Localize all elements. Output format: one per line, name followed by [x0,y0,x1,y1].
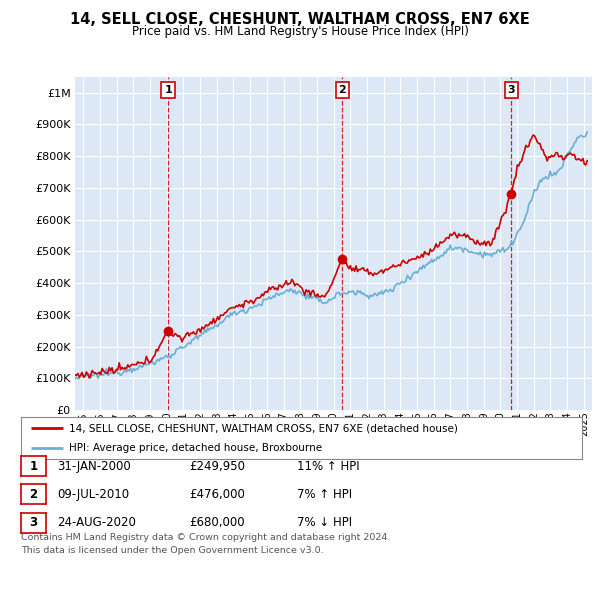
Text: £476,000: £476,000 [189,488,245,501]
Text: 11% ↑ HPI: 11% ↑ HPI [297,460,359,473]
Text: £249,950: £249,950 [189,460,245,473]
Text: Contains HM Land Registry data © Crown copyright and database right 2024.: Contains HM Land Registry data © Crown c… [21,533,391,542]
Text: This data is licensed under the Open Government Licence v3.0.: This data is licensed under the Open Gov… [21,546,323,555]
Text: 14, SELL CLOSE, CHESHUNT, WALTHAM CROSS, EN7 6XE: 14, SELL CLOSE, CHESHUNT, WALTHAM CROSS,… [70,12,530,27]
Text: 2: 2 [338,85,346,95]
Text: 7% ↑ HPI: 7% ↑ HPI [297,488,352,501]
Text: 2: 2 [29,488,38,501]
Text: £680,000: £680,000 [189,516,245,529]
Text: HPI: Average price, detached house, Broxbourne: HPI: Average price, detached house, Brox… [68,444,322,453]
Text: 1: 1 [29,460,38,473]
Text: 3: 3 [508,85,515,95]
Text: 09-JUL-2010: 09-JUL-2010 [57,488,129,501]
Text: 24-AUG-2020: 24-AUG-2020 [57,516,136,529]
Text: 31-JAN-2000: 31-JAN-2000 [57,460,131,473]
Text: 3: 3 [29,516,38,529]
Text: 7% ↓ HPI: 7% ↓ HPI [297,516,352,529]
Text: Price paid vs. HM Land Registry's House Price Index (HPI): Price paid vs. HM Land Registry's House … [131,25,469,38]
Text: 1: 1 [164,85,172,95]
Text: 14, SELL CLOSE, CHESHUNT, WALTHAM CROSS, EN7 6XE (detached house): 14, SELL CLOSE, CHESHUNT, WALTHAM CROSS,… [68,423,458,433]
